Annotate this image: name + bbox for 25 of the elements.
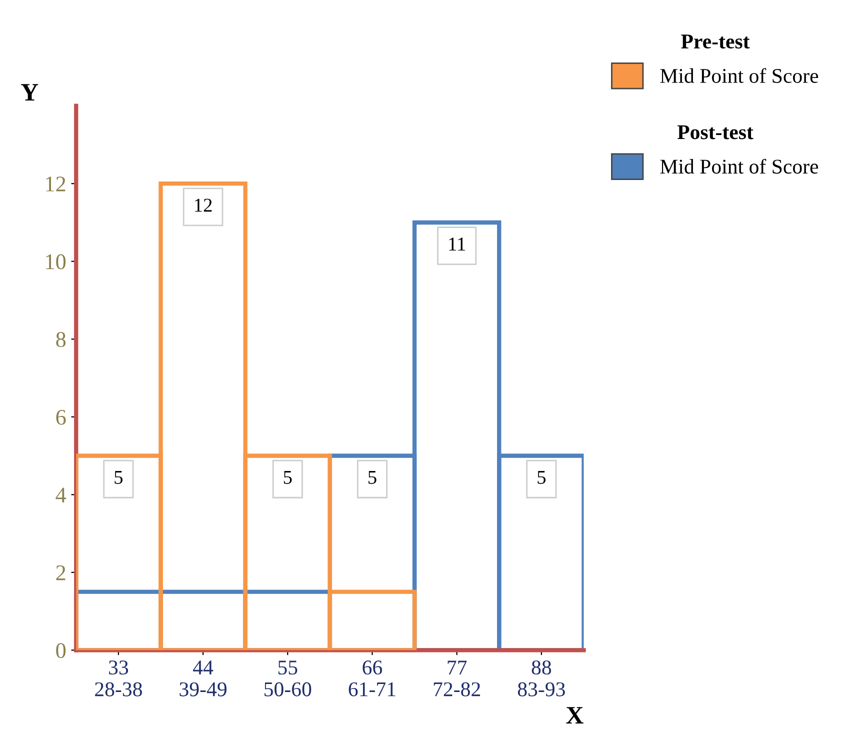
data-label: 5: [284, 471, 292, 484]
x-axis-title: X: [566, 707, 584, 724]
data-label: 5: [114, 471, 123, 484]
x-tick-label: 66 61-71: [348, 660, 396, 696]
text: Post-test: [677, 125, 754, 140]
text: Pre-test: [681, 34, 750, 49]
x-tick-label: 77 72-82: [434, 660, 480, 696]
y-tick-label: 12: [46, 176, 66, 192]
legend-label: Mid Point of Score: [660, 68, 818, 83]
data-label: 5: [538, 471, 546, 484]
y-axis-title: Y: [21, 84, 38, 101]
x-tick-label: 44 39-49: [180, 660, 226, 696]
y-tick-label: 8: [56, 332, 66, 348]
x-tick-label: 88 83-93: [518, 660, 565, 696]
data-label: 11: [449, 238, 466, 250]
y-tick-label: 10: [46, 254, 66, 270]
x-tick-label: 33 28-38: [95, 660, 142, 696]
data-label: 5: [368, 471, 376, 484]
x-tick-label: 55 50-60: [264, 660, 312, 696]
y-tick-label: 2: [56, 565, 66, 580]
data-label: 12: [195, 198, 212, 212]
y-tick-label: 4: [56, 488, 66, 502]
legend-label: Mid Point of Score: [660, 158, 818, 174]
y-tick-label: 0: [56, 643, 66, 658]
y-tick-label: 6: [56, 410, 66, 425]
